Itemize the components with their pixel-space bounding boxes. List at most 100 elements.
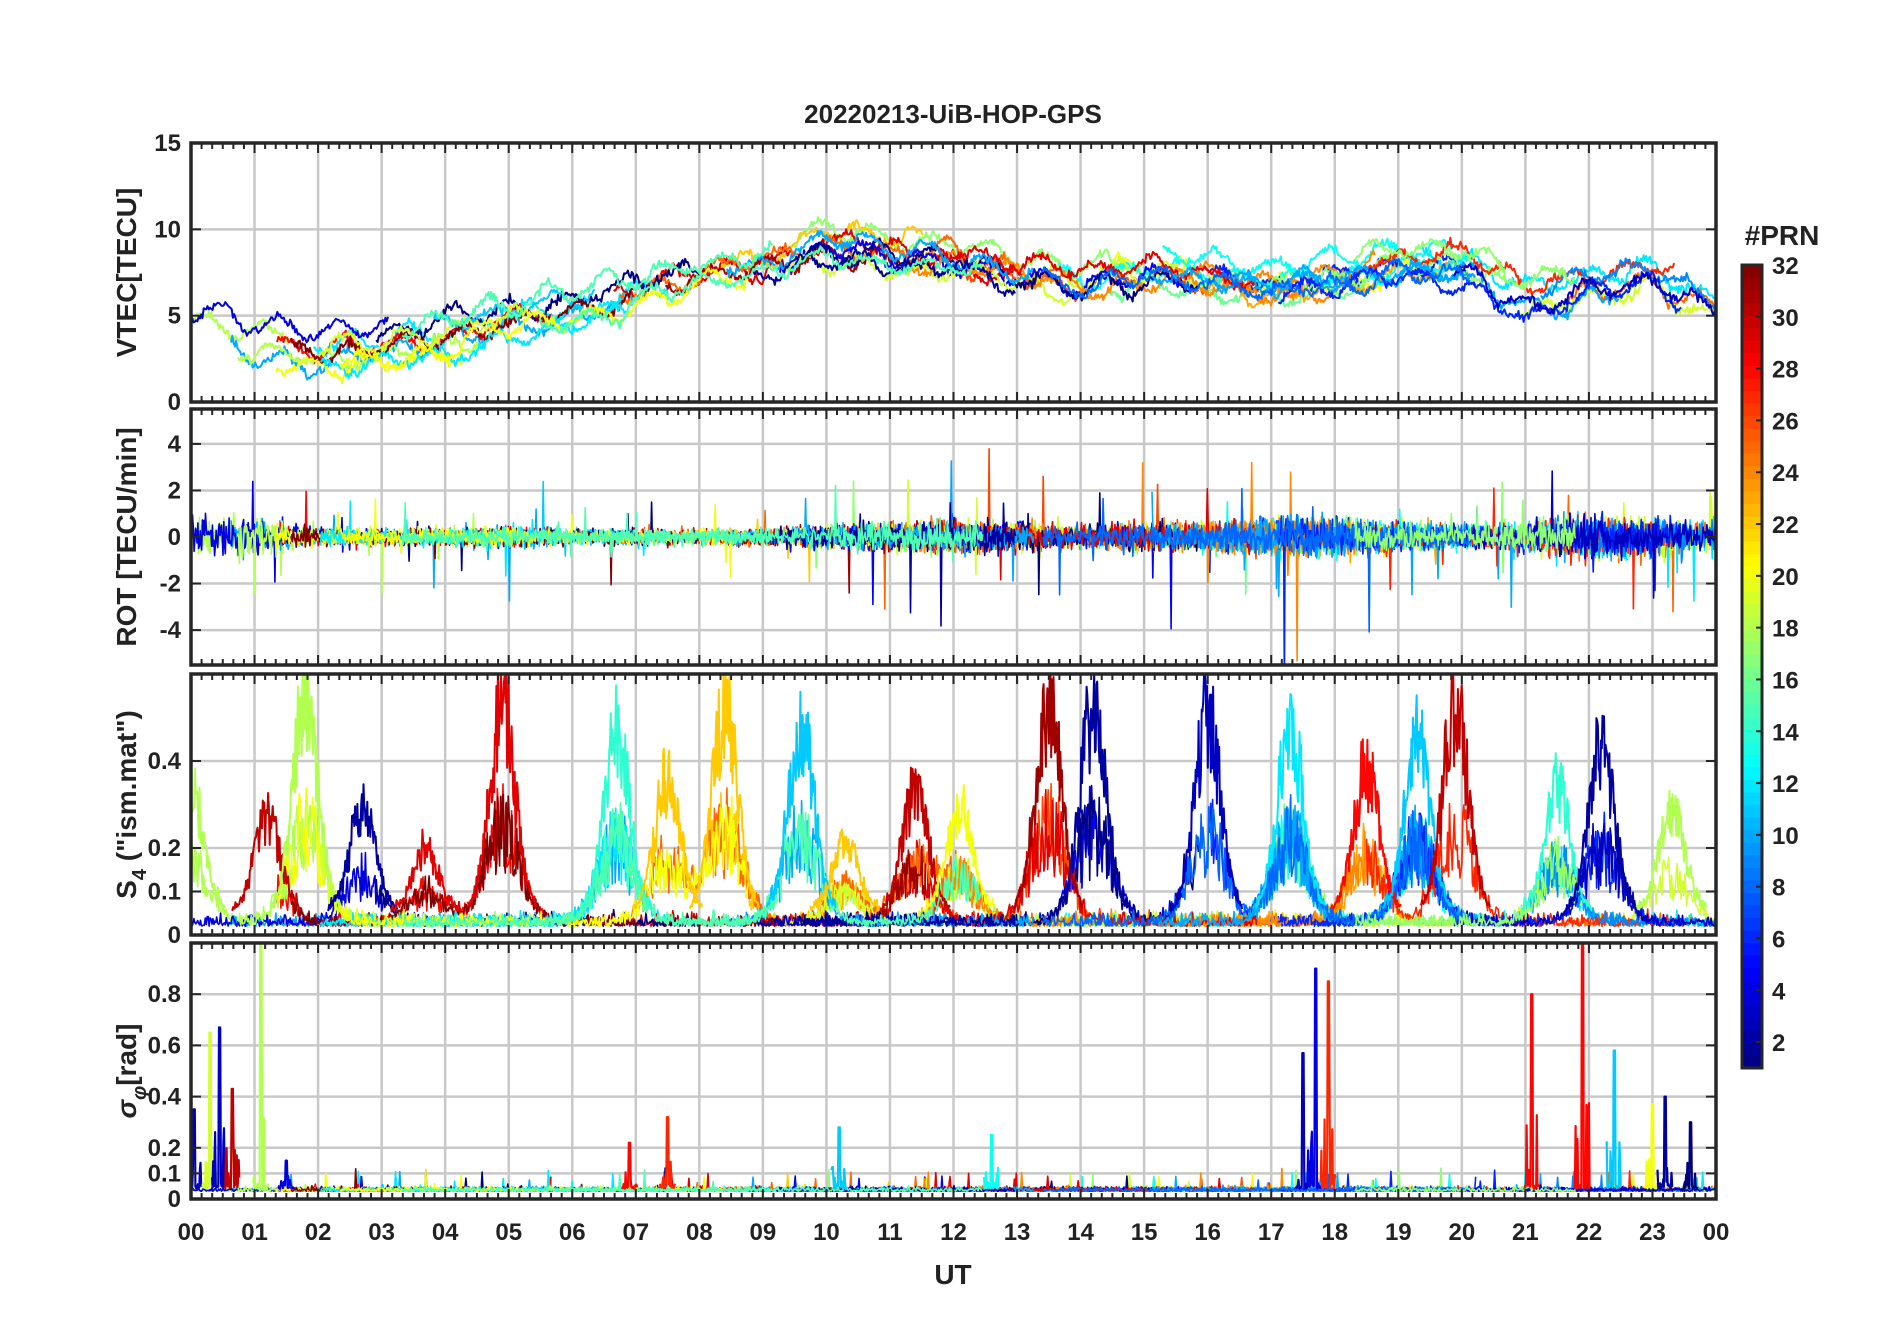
- colorbar-segment: [1742, 754, 1762, 768]
- series-layer-rot: [191, 448, 1716, 665]
- colorbar-tick-label: 30: [1772, 305, 1799, 332]
- x-tick-label: 13: [1004, 1219, 1031, 1246]
- y-tick-label-rot: -4: [160, 617, 182, 644]
- vtec-series-line: [1270, 251, 1507, 294]
- vtec-series-line: [1354, 238, 1576, 291]
- x-axis-tick-labels: 00 01 02 03 04 05 06 07 08 09 10 11 12 13 14 15 16 17 18 19…: [178, 1219, 1730, 1246]
- vtec-series-line: [538, 245, 983, 334]
- y-tick-label-s4: 0.4: [148, 748, 182, 775]
- colorbar-segment: [1742, 403, 1762, 417]
- colorbar-segment: [1742, 967, 1762, 981]
- s4-event-line: [390, 828, 462, 913]
- colorbar-segment: [1742, 428, 1762, 442]
- colorbar-segment: [1742, 992, 1762, 1006]
- vtec-series-line: [1540, 257, 1716, 312]
- sigma-spike-line: [1656, 1095, 1674, 1190]
- x-tick-label: 01: [241, 1219, 268, 1246]
- y-tick-label-sigma_phi: 0.1: [148, 1160, 181, 1187]
- s4-event-line: [688, 674, 761, 910]
- s4-event-line: [1330, 738, 1402, 910]
- s4-series-line: [538, 810, 983, 928]
- y-tick-label-sigma_phi: 0.2: [148, 1135, 181, 1162]
- colorbar-segment: [1742, 528, 1762, 542]
- colorbar-tick-label: 28: [1772, 357, 1799, 384]
- y-tick-label-rot: 0: [168, 524, 181, 551]
- vtec-series-line: [933, 243, 1258, 292]
- colorbar-segment: [1742, 766, 1762, 781]
- axes-frame-sigma_phi: [189, 941, 1718, 1201]
- colorbar-segment: [1742, 541, 1762, 555]
- y-tick-label-sigma_phi: 0: [168, 1186, 181, 1213]
- colorbar-tick-label: 4: [1772, 978, 1786, 1005]
- rot-series-line: [538, 484, 984, 563]
- x-tick-label: 21: [1512, 1219, 1539, 1246]
- y-axis-label-rot: ROT [TECU/min]: [111, 427, 142, 646]
- s4-event-line: [631, 747, 703, 910]
- colorbar-segment: [1742, 453, 1762, 467]
- s4-series-line: [339, 795, 750, 928]
- sigma-spike-line: [1682, 1121, 1699, 1190]
- x-tick-label: 06: [559, 1219, 586, 1246]
- x-tick-label: 05: [495, 1219, 522, 1246]
- vtec-series-line: [751, 248, 1016, 297]
- sigma-series-line: [1354, 1169, 1577, 1193]
- colorbar-segment: [1742, 791, 1762, 806]
- y-tick-label-vtec: 5: [168, 303, 181, 330]
- rot-series-line: [1277, 510, 1682, 665]
- s4-series-line: [725, 799, 1035, 928]
- colorbar-segment: [1742, 277, 1762, 291]
- sigma-spike-line: [210, 1026, 228, 1189]
- vtec-series-line: [320, 302, 532, 359]
- colorbar-segment: [1742, 653, 1762, 668]
- colorbar-segment: [1742, 515, 1762, 530]
- sigma-spike-line: [1319, 980, 1337, 1190]
- colorbar-segment: [1742, 842, 1762, 856]
- colorbar-segment: [1742, 666, 1762, 680]
- series-layer-sigma_phi: [191, 943, 1716, 1193]
- vtec-series-line: [791, 216, 1144, 281]
- chart-title: 20220213-UiB-HOP-GPS: [804, 99, 1102, 129]
- colorbar-segment: [1742, 716, 1762, 730]
- colorbar-tick-label: 20: [1772, 564, 1799, 591]
- x-tick-label: 17: [1258, 1219, 1285, 1246]
- sigma-spike-line: [1307, 967, 1324, 1190]
- colorbar-segment: [1742, 503, 1762, 517]
- x-tick-label: 08: [686, 1219, 713, 1246]
- y-tick-label-sigma_phi: 0.6: [148, 1032, 181, 1059]
- s4-series-line: [290, 793, 636, 927]
- y-label-sub: φ: [129, 1086, 151, 1100]
- colorbar-segment: [1742, 1042, 1762, 1057]
- x-tick-label: 20: [1448, 1219, 1475, 1246]
- colorbar-segment: [1742, 1030, 1762, 1044]
- vtec-series-line: [1041, 257, 1471, 301]
- series-layer-s4: [191, 674, 1716, 928]
- colorbar-segment: [1742, 917, 1762, 931]
- colorbar-segment: [1742, 603, 1762, 617]
- s4-event-line: [326, 783, 398, 912]
- colorbar-segment: [1742, 591, 1762, 605]
- colorbar-segment: [1742, 980, 1762, 994]
- panel-s4: 00.10.20.4S4 ("ism.mat"): [111, 672, 1718, 949]
- colorbar-segment: [1742, 365, 1762, 379]
- colorbar-segment: [1742, 641, 1762, 655]
- colorbar-segment: [1742, 465, 1762, 479]
- series-layer-vtec: [191, 216, 1716, 385]
- sigma-series-line: [539, 1169, 983, 1193]
- sigma-spike-line: [1573, 943, 1591, 1190]
- y-label-sub: 4: [129, 868, 151, 880]
- x-tick-label: 04: [432, 1219, 459, 1246]
- axes-frame-rot: [189, 407, 1718, 667]
- x-tick-label: 22: [1576, 1219, 1603, 1246]
- colorbar-segment: [1742, 741, 1762, 755]
- colorbar-segment: [1742, 729, 1762, 743]
- y-axis-label-sigma_phi: σφ[rad]: [111, 1024, 151, 1119]
- colorbar-segment: [1742, 867, 1762, 881]
- x-tick-label: 19: [1385, 1219, 1412, 1246]
- colorbar-segment: [1742, 315, 1762, 329]
- colorbar-segment: [1742, 929, 1762, 944]
- colorbar-segment: [1742, 440, 1762, 454]
- vtec-series-line: [319, 300, 629, 380]
- s4-event-line: [269, 674, 341, 908]
- x-tick-label: 07: [622, 1219, 649, 1246]
- y-axis-label-s4: S4 ("ism.mat"): [111, 710, 151, 899]
